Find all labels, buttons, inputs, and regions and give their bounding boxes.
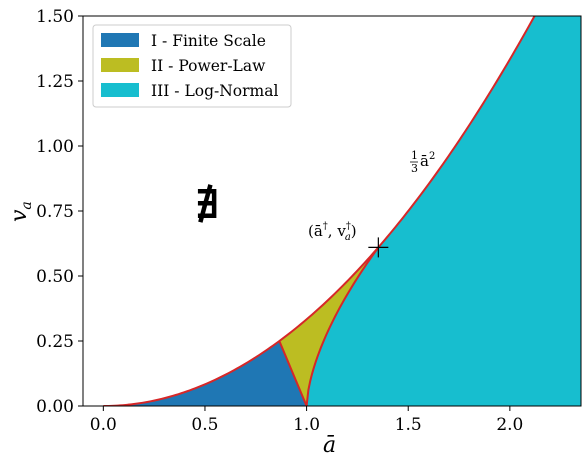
x-tick-label: 1.5 [395, 415, 422, 435]
y-tick-label: 1.50 [36, 7, 74, 27]
region-log-normal [306, 16, 581, 406]
legend-swatch [101, 83, 139, 97]
triple-point-marker [368, 237, 389, 258]
y-tick-label: 1.00 [36, 137, 74, 157]
legend: I - Finite Scale II - Power-Law III - Log-… [92, 24, 292, 108]
curve-label: 1 3 ā2 [410, 149, 435, 175]
curve-label-denominator: 3 [411, 162, 418, 175]
y-tick-label: 0.25 [36, 332, 74, 352]
legend-label: I - Finite Scale [151, 32, 266, 50]
x-tick-label: 2.0 [496, 415, 523, 435]
x-axis: 0.0 0.5 1.0 1.5 2.0 [90, 406, 523, 435]
triple-point-label: (ā†, v† a) [308, 221, 357, 243]
y-tick-label: 0.00 [36, 397, 74, 417]
x-axis-title: ā [323, 433, 336, 458]
curve-label-variable: ā2 [420, 151, 435, 170]
legend-label: III - Log-Normal [151, 82, 278, 100]
legend-box [92, 24, 292, 108]
x-tick-label: 0.5 [191, 415, 218, 435]
boundary-curve [103, 16, 536, 406]
x-tick-label: 0.0 [90, 415, 117, 435]
legend-swatch [101, 58, 139, 72]
legend-swatch [101, 33, 139, 47]
x-tick-label: 1.0 [293, 415, 320, 435]
y-axis: 0.00 0.25 0.50 0.75 1.00 1.25 1.50 [36, 7, 83, 417]
curve-label-numerator: 1 [411, 149, 418, 162]
nonexistence-symbol: ∄ [195, 181, 220, 228]
y-tick-label: 0.50 [36, 267, 74, 287]
boundary-power-lognormal [305, 246, 380, 406]
legend-label: II - Power-Law [151, 57, 266, 75]
region-power-law [279, 247, 379, 406]
y-axis-title: va [7, 201, 35, 222]
boundary-finite-power [278, 340, 308, 406]
y-tick-label: 0.75 [36, 202, 74, 222]
y-tick-label: 1.25 [36, 72, 74, 92]
